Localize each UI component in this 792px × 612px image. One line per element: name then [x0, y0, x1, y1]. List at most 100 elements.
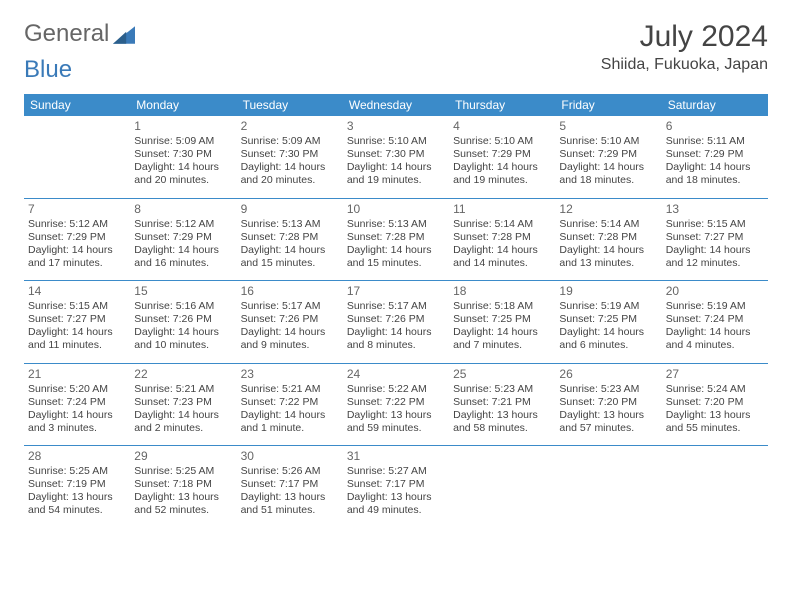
daylight-line: Daylight: 13 hours and 51 minutes.	[241, 491, 339, 517]
day-number: 4	[453, 119, 551, 134]
daylight-line: Daylight: 14 hours and 3 minutes.	[28, 409, 126, 435]
daylight-line: Daylight: 14 hours and 7 minutes.	[453, 326, 551, 352]
daylight-line: Daylight: 14 hours and 18 minutes.	[666, 161, 764, 187]
calendar-cell: 16Sunrise: 5:17 AMSunset: 7:26 PMDayligh…	[237, 281, 343, 364]
day-number: 29	[134, 449, 232, 464]
sunrise-line: Sunrise: 5:10 AM	[559, 135, 657, 148]
calendar-cell: 22Sunrise: 5:21 AMSunset: 7:23 PMDayligh…	[130, 363, 236, 446]
sunset-line: Sunset: 7:24 PM	[666, 313, 764, 326]
day-number: 23	[241, 367, 339, 382]
calendar-cell: 28Sunrise: 5:25 AMSunset: 7:19 PMDayligh…	[24, 446, 130, 528]
sunrise-line: Sunrise: 5:19 AM	[666, 300, 764, 313]
sunset-line: Sunset: 7:28 PM	[241, 231, 339, 244]
sunrise-line: Sunrise: 5:09 AM	[241, 135, 339, 148]
daylight-line: Daylight: 14 hours and 20 minutes.	[241, 161, 339, 187]
sunset-line: Sunset: 7:22 PM	[347, 396, 445, 409]
day-number: 12	[559, 202, 657, 217]
sunrise-line: Sunrise: 5:12 AM	[28, 218, 126, 231]
day-number: 1	[134, 119, 232, 134]
sunset-line: Sunset: 7:27 PM	[28, 313, 126, 326]
sunrise-line: Sunrise: 5:18 AM	[453, 300, 551, 313]
sunset-line: Sunset: 7:30 PM	[134, 148, 232, 161]
calendar-cell: 29Sunrise: 5:25 AMSunset: 7:18 PMDayligh…	[130, 446, 236, 528]
daylight-line: Daylight: 14 hours and 15 minutes.	[347, 244, 445, 270]
calendar-cell: 24Sunrise: 5:22 AMSunset: 7:22 PMDayligh…	[343, 363, 449, 446]
sunset-line: Sunset: 7:29 PM	[559, 148, 657, 161]
calendar-cell: 7Sunrise: 5:12 AMSunset: 7:29 PMDaylight…	[24, 198, 130, 281]
daylight-line: Daylight: 13 hours and 58 minutes.	[453, 409, 551, 435]
weekday-header: Friday	[555, 94, 661, 116]
day-number: 10	[347, 202, 445, 217]
day-number: 25	[453, 367, 551, 382]
calendar-table: SundayMondayTuesdayWednesdayThursdayFrid…	[24, 94, 768, 528]
sunrise-line: Sunrise: 5:19 AM	[559, 300, 657, 313]
calendar-cell: 10Sunrise: 5:13 AMSunset: 7:28 PMDayligh…	[343, 198, 449, 281]
calendar-cell: 17Sunrise: 5:17 AMSunset: 7:26 PMDayligh…	[343, 281, 449, 364]
sunset-line: Sunset: 7:27 PM	[666, 231, 764, 244]
sunset-line: Sunset: 7:28 PM	[347, 231, 445, 244]
calendar-cell: 1Sunrise: 5:09 AMSunset: 7:30 PMDaylight…	[130, 116, 236, 198]
daylight-line: Daylight: 14 hours and 20 minutes.	[134, 161, 232, 187]
sunrise-line: Sunrise: 5:25 AM	[134, 465, 232, 478]
sunrise-line: Sunrise: 5:09 AM	[134, 135, 232, 148]
sunset-line: Sunset: 7:30 PM	[347, 148, 445, 161]
daylight-line: Daylight: 14 hours and 13 minutes.	[559, 244, 657, 270]
weekday-header: Tuesday	[237, 94, 343, 116]
day-number: 21	[28, 367, 126, 382]
sunset-line: Sunset: 7:30 PM	[241, 148, 339, 161]
day-number: 15	[134, 284, 232, 299]
sunrise-line: Sunrise: 5:27 AM	[347, 465, 445, 478]
logo: General	[24, 20, 135, 48]
calendar-cell: 27Sunrise: 5:24 AMSunset: 7:20 PMDayligh…	[662, 363, 768, 446]
sunrise-line: Sunrise: 5:13 AM	[347, 218, 445, 231]
sunrise-line: Sunrise: 5:24 AM	[666, 383, 764, 396]
sunset-line: Sunset: 7:29 PM	[453, 148, 551, 161]
daylight-line: Daylight: 13 hours and 59 minutes.	[347, 409, 445, 435]
calendar-cell	[662, 446, 768, 528]
day-number: 26	[559, 367, 657, 382]
calendar-cell: 23Sunrise: 5:21 AMSunset: 7:22 PMDayligh…	[237, 363, 343, 446]
sunset-line: Sunset: 7:28 PM	[559, 231, 657, 244]
sunset-line: Sunset: 7:25 PM	[453, 313, 551, 326]
weekday-header: Monday	[130, 94, 236, 116]
calendar-cell: 4Sunrise: 5:10 AMSunset: 7:29 PMDaylight…	[449, 116, 555, 198]
daylight-line: Daylight: 14 hours and 1 minute.	[241, 409, 339, 435]
daylight-line: Daylight: 13 hours and 57 minutes.	[559, 409, 657, 435]
day-number: 3	[347, 119, 445, 134]
location: Shiida, Fukuoka, Japan	[601, 56, 768, 74]
day-number: 16	[241, 284, 339, 299]
sunrise-line: Sunrise: 5:17 AM	[347, 300, 445, 313]
sunset-line: Sunset: 7:20 PM	[666, 396, 764, 409]
calendar-cell: 18Sunrise: 5:18 AMSunset: 7:25 PMDayligh…	[449, 281, 555, 364]
daylight-line: Daylight: 14 hours and 17 minutes.	[28, 244, 126, 270]
day-number: 9	[241, 202, 339, 217]
calendar-cell: 14Sunrise: 5:15 AMSunset: 7:27 PMDayligh…	[24, 281, 130, 364]
sunset-line: Sunset: 7:29 PM	[666, 148, 764, 161]
day-number: 13	[666, 202, 764, 217]
day-number: 27	[666, 367, 764, 382]
daylight-line: Daylight: 14 hours and 16 minutes.	[134, 244, 232, 270]
sunrise-line: Sunrise: 5:23 AM	[559, 383, 657, 396]
day-number: 20	[666, 284, 764, 299]
day-number: 5	[559, 119, 657, 134]
sunrise-line: Sunrise: 5:13 AM	[241, 218, 339, 231]
logo-text-general: General	[24, 20, 109, 48]
month-title: July 2024	[601, 20, 768, 54]
day-number: 22	[134, 367, 232, 382]
calendar-cell: 12Sunrise: 5:14 AMSunset: 7:28 PMDayligh…	[555, 198, 661, 281]
calendar-cell: 5Sunrise: 5:10 AMSunset: 7:29 PMDaylight…	[555, 116, 661, 198]
sunset-line: Sunset: 7:29 PM	[134, 231, 232, 244]
sunrise-line: Sunrise: 5:20 AM	[28, 383, 126, 396]
sunrise-line: Sunrise: 5:17 AM	[241, 300, 339, 313]
calendar-body: 1Sunrise: 5:09 AMSunset: 7:30 PMDaylight…	[24, 116, 768, 528]
calendar-header-row: SundayMondayTuesdayWednesdayThursdayFrid…	[24, 94, 768, 116]
weekday-header: Wednesday	[343, 94, 449, 116]
calendar-cell: 8Sunrise: 5:12 AMSunset: 7:29 PMDaylight…	[130, 198, 236, 281]
day-number: 24	[347, 367, 445, 382]
calendar-cell: 30Sunrise: 5:26 AMSunset: 7:17 PMDayligh…	[237, 446, 343, 528]
day-number: 30	[241, 449, 339, 464]
sunrise-line: Sunrise: 5:23 AM	[453, 383, 551, 396]
calendar-cell: 9Sunrise: 5:13 AMSunset: 7:28 PMDaylight…	[237, 198, 343, 281]
sunset-line: Sunset: 7:17 PM	[241, 478, 339, 491]
calendar-cell: 25Sunrise: 5:23 AMSunset: 7:21 PMDayligh…	[449, 363, 555, 446]
